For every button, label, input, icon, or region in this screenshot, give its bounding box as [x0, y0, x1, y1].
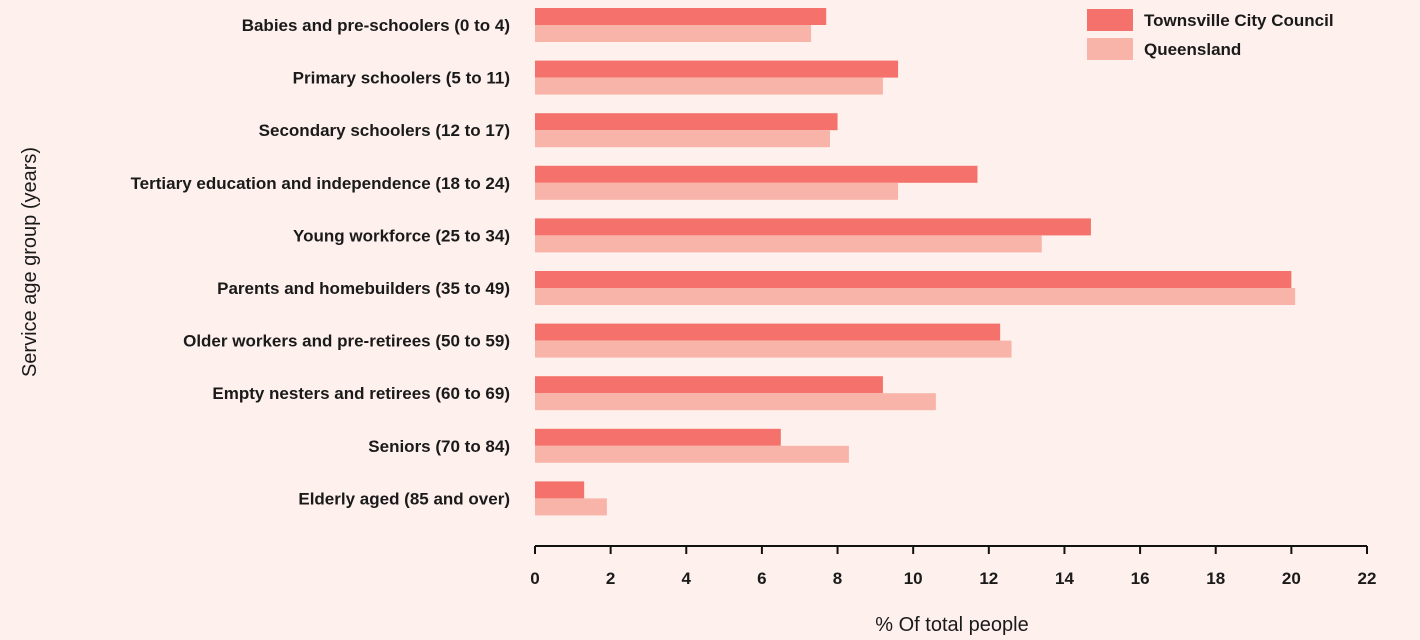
category-label: Babies and pre-schoolers (0 to 4): [242, 16, 510, 35]
x-tick-label: 18: [1206, 569, 1225, 588]
x-axis-title: % Of total people: [875, 614, 1028, 636]
bar-queensland-8: [535, 445, 849, 463]
category-label: Empty nesters and retirees (60 to 69): [212, 384, 510, 403]
bars: [535, 8, 1296, 516]
category-label: Secondary schoolers (12 to 17): [259, 121, 510, 140]
category-label: Seniors (70 to 84): [368, 437, 510, 456]
category-label: Young workforce (25 to 34): [293, 226, 510, 245]
bar-queensland-2: [535, 130, 830, 148]
legend-label-townsville: Townsville City Council: [1144, 11, 1334, 30]
x-tick-label: 12: [979, 569, 998, 588]
bar-townsville-3: [535, 165, 978, 183]
bar-queensland-7: [535, 393, 936, 411]
x-axis: 0 2 4 6 8 10 12 14 16 18 20 22: [530, 545, 1377, 588]
legend-label-queensland: Queensland: [1144, 40, 1241, 59]
bar-queensland-1: [535, 77, 883, 95]
y-axis-title: Service age group (years): [19, 147, 41, 377]
x-tick-label: 6: [757, 569, 766, 588]
category-label: Older workers and pre-retirees (50 to 59…: [183, 332, 510, 351]
bar-townsville-4: [535, 218, 1091, 236]
x-tick-label: 16: [1131, 569, 1150, 588]
bar-townsville-8: [535, 428, 781, 446]
legend-swatch-queensland: [1087, 38, 1133, 60]
bar-townsville-7: [535, 376, 883, 394]
x-tick-label: 8: [833, 569, 842, 588]
x-tick-label: 20: [1282, 569, 1301, 588]
x-tick-label: 14: [1055, 569, 1074, 588]
category-label: Elderly aged (85 and over): [298, 489, 510, 508]
category-label: Parents and homebuilders (35 to 49): [217, 279, 510, 298]
bar-queensland-9: [535, 498, 607, 516]
x-tick-label: 22: [1358, 569, 1377, 588]
bar-queensland-3: [535, 182, 899, 200]
x-tick-label: 4: [682, 569, 692, 588]
bar-queensland-6: [535, 340, 1012, 358]
x-tick-label: 0: [530, 569, 539, 588]
bar-townsville-1: [535, 60, 899, 78]
bar-queensland-5: [535, 288, 1296, 305]
bar-queensland-4: [535, 235, 1042, 253]
bar-townsville-5: [535, 271, 1292, 288]
x-tick-label: 10: [904, 569, 923, 588]
legend: Townsville City Council Queensland: [1087, 9, 1334, 60]
bar-townsville-2: [535, 113, 838, 131]
bar-townsville-9: [535, 481, 585, 499]
x-tick-label: 2: [606, 569, 615, 588]
y-axis-title-group: Service age group (years): [19, 147, 41, 377]
category-label: Primary schoolers (5 to 11): [293, 69, 510, 88]
category-label: Tertiary education and independence (18 …: [131, 174, 510, 193]
bar-townsville-0: [535, 8, 827, 25]
bar-townsville-6: [535, 323, 1001, 341]
category-labels: Babies and pre-schoolers (0 to 4) Primary…: [131, 16, 510, 508]
legend-swatch-townsville: [1087, 9, 1133, 31]
bar-queensland-0: [535, 25, 812, 42]
